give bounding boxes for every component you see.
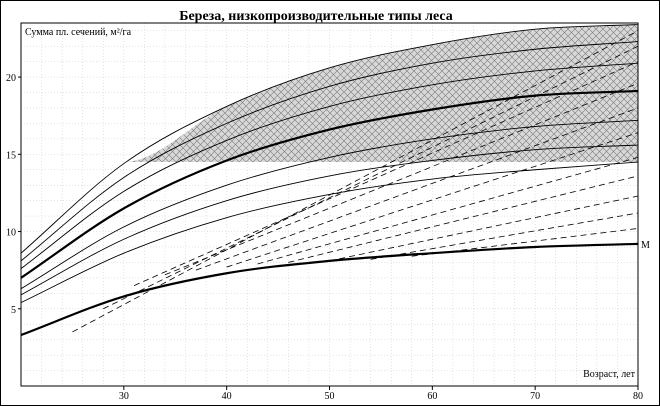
dashed-line	[195, 107, 638, 271]
y-tick-label: 15	[6, 150, 16, 161]
x-axis-label: Возраст, лет	[583, 369, 636, 380]
chart-title: Береза, низкопроизводительные типы леса	[179, 9, 453, 24]
x-tick-label: 60	[427, 391, 437, 402]
y-axis-label: Сумма пл. сечений, м²/га	[25, 27, 132, 38]
y-axis-ticks: 5 10 15 20	[6, 73, 21, 316]
y-tick-label: 20	[6, 73, 16, 84]
x-tick-label: 70	[530, 391, 540, 402]
series-line-bold	[21, 242, 638, 337]
series-line	[21, 144, 638, 296]
dashed-line	[72, 30, 638, 333]
dashed-line	[164, 82, 638, 276]
x-tick-label: 30	[119, 391, 129, 402]
dashed-line	[288, 175, 638, 263]
series-line	[21, 24, 638, 254]
series-lines	[21, 24, 638, 337]
y-tick-label: 5	[11, 305, 16, 316]
dashed-lines	[72, 30, 638, 333]
dashed-line	[411, 228, 638, 257]
dashed-line	[133, 61, 638, 286]
series-label-m: M	[641, 240, 650, 251]
series-line-bold	[21, 89, 638, 279]
series-line	[21, 41, 638, 262]
y-tick-label: 10	[6, 228, 16, 239]
series-line	[21, 161, 638, 303]
series-line	[21, 62, 638, 269]
x-tick-label: 50	[325, 391, 335, 402]
dashed-line	[226, 132, 638, 268]
x-axis-ticks: 30 40 50 60 70 80	[119, 386, 643, 402]
x-tick-label: 40	[222, 391, 232, 402]
x-tick-label: 80	[633, 391, 643, 402]
dashed-line	[370, 212, 638, 260]
series-line	[21, 119, 638, 290]
shaded-region	[21, 24, 638, 163]
dashed-line	[329, 195, 638, 262]
dashed-line	[257, 157, 638, 265]
